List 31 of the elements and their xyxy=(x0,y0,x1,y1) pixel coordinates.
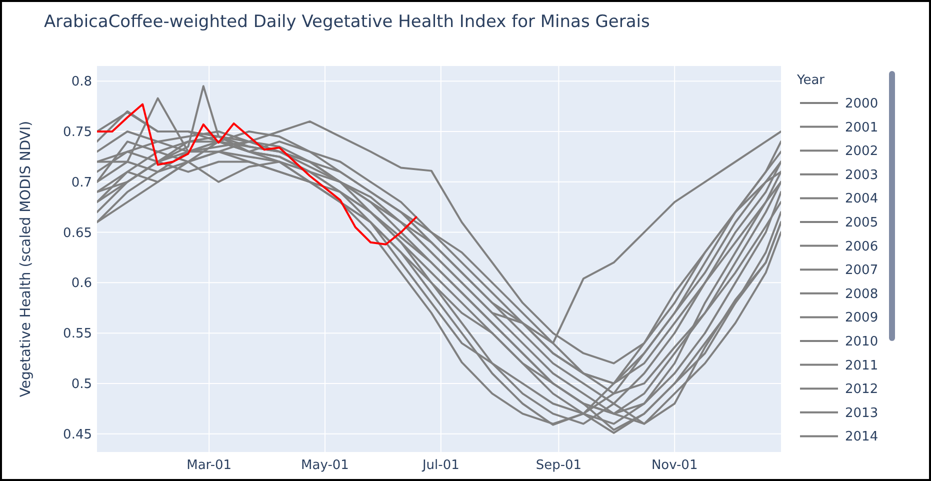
y-tick-label: 0.7 xyxy=(71,175,92,190)
legend-label: 2004 xyxy=(845,192,878,207)
legend-label: 2002 xyxy=(845,144,878,160)
legend-label: 2001 xyxy=(845,120,878,136)
legend-label: 2008 xyxy=(845,286,878,302)
x-tick-label: Jul-01 xyxy=(421,458,460,473)
legend-label: 2009 xyxy=(845,310,878,326)
legend-label: 2000 xyxy=(845,96,878,112)
x-tick-label: Sep-01 xyxy=(536,458,582,473)
x-tick-label: Nov-01 xyxy=(651,458,698,473)
y-axis-title: Vegetative Health (scaled MODIS NDVI) xyxy=(18,120,34,398)
legend-label: 2012 xyxy=(845,382,878,398)
chart-title: ArabicaCoffee-weighted Daily Vegetative Health Index for Minas Gerais xyxy=(44,12,650,32)
legend-label: 2006 xyxy=(845,239,878,254)
y-tick-label: 0.6 xyxy=(71,276,92,292)
y-tick-label: 0.45 xyxy=(63,427,92,442)
legend-label: 2007 xyxy=(845,263,878,278)
x-tick-label: May-01 xyxy=(301,458,349,473)
y-tick-label: 0.75 xyxy=(63,125,92,140)
legend-label: 2010 xyxy=(845,334,878,350)
y-tick-label: 0.55 xyxy=(63,326,92,342)
y-tick-label: 0.5 xyxy=(71,376,92,392)
y-tick-label: 0.65 xyxy=(63,226,92,241)
legend-label: 2013 xyxy=(845,406,878,421)
legend-label: 2014 xyxy=(845,430,878,445)
legend-title: Year xyxy=(796,73,826,88)
legend-label: 2005 xyxy=(845,216,878,230)
x-tick-label: Mar-01 xyxy=(186,458,232,473)
legend-label: 2003 xyxy=(845,168,878,183)
legend-label: 2011 xyxy=(845,358,878,374)
y-tick-label: 0.8 xyxy=(71,74,92,90)
